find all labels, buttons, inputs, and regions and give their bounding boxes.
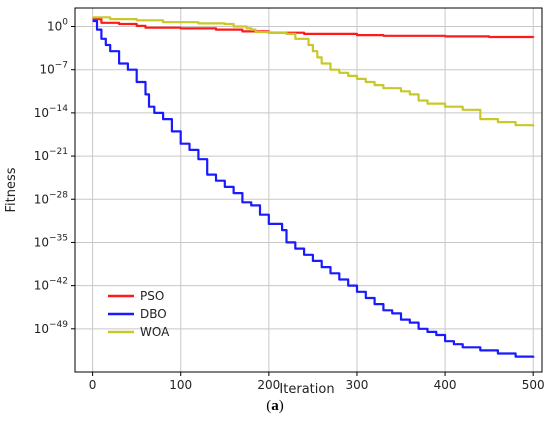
x-tick-label: 0 bbox=[89, 378, 97, 392]
y-axis-ticks: 100 10−7 10−14 10−21 10−28 10−35 10−42 10−49 bbox=[34, 18, 75, 336]
x-tick-label: 100 bbox=[169, 378, 192, 392]
series-line-woa bbox=[92, 16, 535, 127]
series-lines bbox=[92, 16, 535, 358]
figure-caption: (a) bbox=[266, 398, 284, 414]
caption-letter: a bbox=[271, 398, 279, 414]
y-tick-label: 100 bbox=[47, 18, 68, 34]
series-line-dbo bbox=[92, 19, 535, 358]
legend-label-dbo: DBO bbox=[140, 307, 167, 321]
x-tick-label: 200 bbox=[257, 378, 280, 392]
x-axis-title: Iteration bbox=[279, 382, 334, 397]
y-tick-label: 10−21 bbox=[34, 147, 68, 163]
x-axis-ticks: 0 100 200 300 400 500 bbox=[89, 372, 545, 392]
grid bbox=[75, 8, 542, 372]
x-tick-label: 500 bbox=[522, 378, 545, 392]
series-line-pso bbox=[92, 18, 535, 39]
y-tick-label: 10−14 bbox=[34, 104, 69, 120]
y-tick-label: 10−7 bbox=[39, 61, 68, 77]
legend-label-pso: PSO bbox=[140, 289, 164, 303]
y-tick-label: 10−28 bbox=[34, 190, 69, 206]
y-tick-label: 10−49 bbox=[34, 320, 69, 336]
y-axis-title: Fitness bbox=[4, 167, 19, 212]
y-tick-label: 10−42 bbox=[34, 277, 68, 293]
x-tick-label: 400 bbox=[434, 378, 457, 392]
legend-label-woa: WOA bbox=[140, 325, 170, 339]
legend: PSO DBO WOA bbox=[108, 289, 170, 339]
plot-frame bbox=[74, 7, 543, 373]
x-tick-label: 300 bbox=[346, 378, 369, 392]
y-tick-label: 10−35 bbox=[34, 233, 68, 249]
